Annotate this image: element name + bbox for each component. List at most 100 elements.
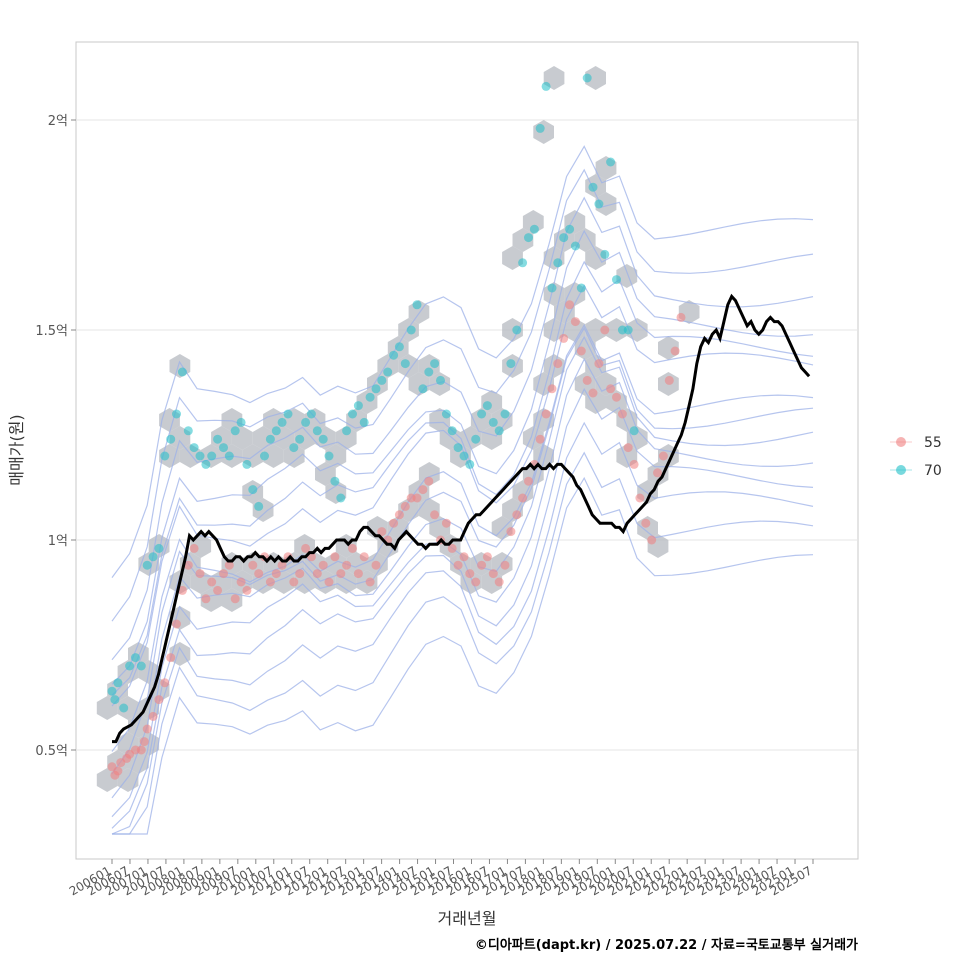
point-55 [524, 476, 533, 486]
point-70 [312, 426, 322, 436]
point-55 [653, 468, 662, 478]
point-55 [295, 569, 305, 579]
point-55 [430, 510, 440, 520]
trend-line [112, 293, 811, 744]
point-70 [436, 375, 445, 385]
point-55 [565, 300, 575, 310]
point-55 [553, 359, 563, 369]
hex-cell [502, 246, 523, 270]
point-70 [125, 661, 135, 671]
point-70 [242, 459, 252, 469]
hex-cell [574, 228, 596, 252]
point-70 [418, 384, 428, 394]
hex-cell [263, 444, 284, 468]
point-70 [359, 417, 369, 427]
point-70 [324, 451, 334, 461]
y-axis-ticks: 0.5억 1억 1.5억 2억 [35, 114, 76, 759]
point-70 [330, 476, 340, 486]
point-70 [623, 325, 633, 335]
point-70 [306, 409, 316, 419]
point-70 [195, 451, 205, 461]
point-55 [623, 443, 633, 453]
point-70 [559, 233, 569, 243]
point-70 [512, 325, 522, 335]
contour-line [111, 421, 814, 835]
point-55 [541, 409, 551, 419]
point-70 [377, 375, 387, 385]
point-70 [107, 686, 117, 696]
point-70 [529, 224, 539, 234]
point-55 [641, 518, 651, 528]
point-70 [113, 678, 123, 688]
point-70 [119, 703, 129, 713]
point-55 [400, 501, 410, 511]
point-70 [348, 409, 357, 419]
point-70 [612, 275, 621, 285]
point-70 [441, 409, 451, 419]
y-tick-label: 0.5억 [35, 744, 68, 759]
x-axis-label: 거래년월 [438, 909, 497, 928]
point-70 [424, 367, 434, 377]
point-70 [271, 426, 281, 436]
point-55 [342, 560, 352, 570]
hex-cell [169, 642, 191, 666]
contour-line [112, 476, 814, 835]
point-70 [406, 325, 416, 335]
point-55 [148, 711, 158, 721]
point-70 [394, 342, 404, 352]
point-70 [500, 409, 510, 419]
point-55 [189, 543, 199, 553]
point-70 [277, 417, 287, 427]
y-axis-label: 매매가(원) [7, 414, 26, 485]
point-70 [248, 485, 258, 495]
point-55 [588, 388, 598, 398]
point-70 [488, 417, 498, 427]
point-70 [353, 401, 363, 411]
point-70 [553, 258, 563, 268]
point-70 [459, 451, 469, 461]
point-55 [177, 585, 187, 595]
point-70 [535, 123, 545, 133]
point-55 [142, 724, 152, 734]
point-55 [195, 569, 205, 579]
series-55-points [107, 300, 686, 780]
legend-55-label: 55 [924, 435, 942, 451]
point-55 [219, 569, 228, 579]
point-70 [588, 182, 598, 192]
point-55 [471, 577, 481, 587]
point-55 [482, 552, 492, 562]
hex-cell [252, 426, 274, 450]
point-70 [430, 359, 440, 369]
point-55 [160, 678, 170, 688]
point-70 [148, 552, 158, 562]
hex-cell [595, 192, 617, 216]
point-70 [219, 443, 228, 453]
point-70 [453, 443, 463, 453]
point-55 [371, 560, 381, 570]
y-tick-label: 1억 [48, 534, 68, 549]
point-55 [594, 359, 604, 369]
point-55 [518, 493, 528, 503]
point-70 [177, 367, 187, 377]
point-55 [394, 510, 404, 520]
point-70 [301, 417, 311, 427]
point-55 [559, 333, 569, 343]
hex-cell [221, 408, 243, 432]
point-70 [565, 224, 575, 234]
point-70 [518, 258, 528, 268]
point-70 [265, 434, 275, 444]
point-55 [629, 459, 639, 469]
point-55 [512, 510, 522, 520]
point-55 [353, 569, 363, 579]
hex-cell [294, 426, 315, 450]
hex-cell [325, 444, 347, 468]
hex-cell [606, 390, 627, 414]
point-55 [183, 560, 193, 570]
point-70 [412, 300, 422, 310]
contour-line [112, 451, 814, 835]
point-70 [213, 434, 223, 444]
point-70 [447, 426, 457, 436]
point-55 [453, 560, 463, 570]
point-55 [612, 392, 621, 402]
